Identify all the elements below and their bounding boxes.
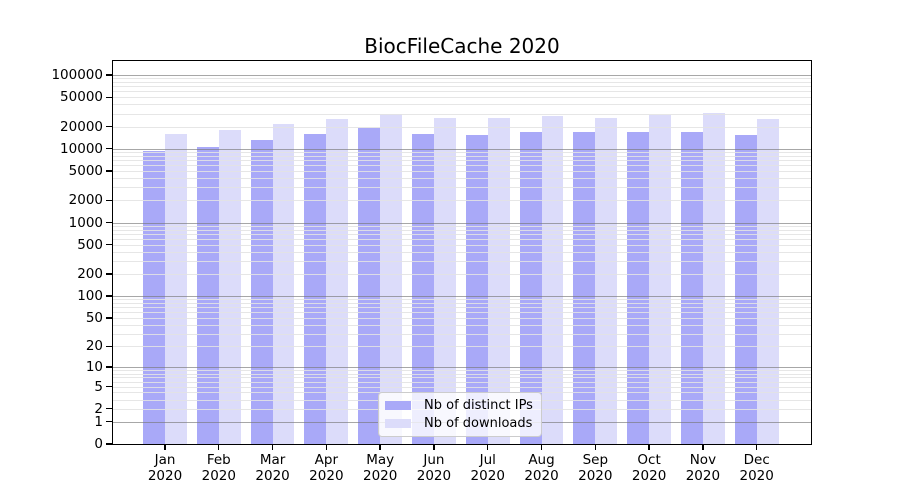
x-tick-jun xyxy=(433,445,435,450)
x-tick-label-jan: Jan 2020 xyxy=(147,452,183,484)
y-tick-label-0: 0 xyxy=(94,436,103,452)
x-tick-label-feb: Feb 2020 xyxy=(201,452,236,484)
legend-entry-distinct-ips: Nb of distinct IPs xyxy=(385,398,534,413)
y-tick-5000 xyxy=(106,170,112,172)
x-tick-sep xyxy=(594,445,596,450)
bar-apr-distinct-ips xyxy=(304,134,327,444)
bar-mar-distinct-ips xyxy=(250,139,273,444)
y-tick-0 xyxy=(106,443,112,445)
y-tick-20 xyxy=(106,345,112,348)
gridline-40000 xyxy=(112,104,812,106)
x-tick-label-jul: Jul 2020 xyxy=(470,452,505,484)
legend-entry-downloads: Nb of downloads xyxy=(385,416,534,431)
legend-label-distinct-ips: Nb of distinct IPs xyxy=(424,398,533,414)
x-tick-label-jun: Jun 2020 xyxy=(416,452,452,484)
y-tick-label-200: 200 xyxy=(77,266,103,283)
legend-label-downloads: Nb of downloads xyxy=(424,415,533,431)
x-tick-nov xyxy=(702,445,704,450)
x-tick-aug xyxy=(540,445,543,450)
bar-sep-downloads xyxy=(595,118,618,444)
x-tick-label-sep: Sep 2020 xyxy=(578,452,613,484)
gridline-100000 xyxy=(112,74,812,76)
bar-mar-downloads xyxy=(272,124,295,444)
y-tick-2000 xyxy=(106,199,112,202)
y-tick-label-20: 20 xyxy=(85,338,103,355)
gridline-90000 xyxy=(112,78,812,80)
bar-jun-downloads xyxy=(433,118,456,444)
x-tick-jul xyxy=(487,445,489,450)
y-tick-label-100000: 100000 xyxy=(51,66,103,83)
y-tick-1000 xyxy=(106,221,112,224)
x-tick-oct xyxy=(648,445,650,450)
x-tick-label-may: May 2020 xyxy=(362,452,398,484)
bar-apr-downloads xyxy=(326,118,349,444)
y-tick-50000 xyxy=(106,96,112,98)
bar-dec-distinct-ips xyxy=(734,134,757,444)
y-tick-label-10: 10 xyxy=(85,359,103,376)
bar-jan-downloads xyxy=(165,133,187,444)
bar-nov-distinct-ips xyxy=(681,131,703,444)
legend: Nb of distinct IPs Nb of downloads xyxy=(378,392,542,437)
y-tick-20000 xyxy=(106,125,112,128)
y-tick-50 xyxy=(106,317,112,319)
y-tick-100 xyxy=(106,295,112,297)
bar-jan-distinct-ips xyxy=(143,150,165,444)
y-tick-1 xyxy=(106,421,112,423)
bar-feb-distinct-ips xyxy=(196,146,219,444)
gridline-50000 xyxy=(112,97,812,99)
x-tick-mar xyxy=(271,445,274,450)
y-tick-5 xyxy=(106,385,112,388)
y-tick-500 xyxy=(106,244,112,246)
y-tick-label-2: 2 xyxy=(94,400,103,417)
y-tick-label-2000: 2000 xyxy=(68,192,103,209)
y-tick-label-50: 50 xyxy=(85,309,103,326)
x-tick-label-oct: Oct 2020 xyxy=(631,452,667,484)
bar-dec-downloads xyxy=(756,119,779,444)
bar-oct-downloads xyxy=(649,114,671,444)
bar-aug-distinct-ips xyxy=(519,131,542,444)
y-tick-label-5000: 5000 xyxy=(68,163,103,179)
x-tick-label-mar: Mar 2020 xyxy=(255,452,290,484)
y-tick-label-1000: 1000 xyxy=(68,214,103,231)
x-tick-label-aug: Aug 2020 xyxy=(524,452,559,484)
bar-may-downloads xyxy=(380,114,403,444)
gridline-80000 xyxy=(112,82,812,84)
bar-oct-distinct-ips xyxy=(627,131,650,444)
x-tick-feb xyxy=(218,445,220,450)
bar-sep-distinct-ips xyxy=(573,132,596,444)
bar-nov-downloads xyxy=(702,113,725,444)
bar-may-distinct-ips xyxy=(358,128,381,444)
chart-title: BiocFileCache 2020 xyxy=(364,34,560,58)
legend-swatch-distinct-ips xyxy=(385,401,411,411)
x-tick-may xyxy=(379,445,381,450)
legend-swatch-downloads xyxy=(385,418,411,428)
y-tick-200 xyxy=(106,273,112,275)
x-tick-label-apr: Apr 2020 xyxy=(309,452,344,484)
x-tick-label-nov: Nov 2020 xyxy=(685,452,721,484)
y-tick-label-20000: 20000 xyxy=(60,118,103,135)
y-tick-label-500: 500 xyxy=(77,236,103,253)
x-tick-label-dec: Dec 2020 xyxy=(739,452,774,484)
x-tick-jan xyxy=(164,445,166,450)
bar-jul-downloads xyxy=(487,117,510,444)
y-tick-label-1: 1 xyxy=(94,413,103,430)
x-tick-apr xyxy=(325,445,328,450)
y-tick-10000 xyxy=(106,148,112,150)
bar-aug-downloads xyxy=(541,116,564,444)
gridline-70000 xyxy=(112,86,812,88)
bar-feb-downloads xyxy=(218,129,241,444)
y-tick-label-10000: 10000 xyxy=(60,140,103,157)
y-tick-2 xyxy=(106,408,112,410)
y-tick-label-100: 100 xyxy=(77,288,103,305)
bar-jun-distinct-ips xyxy=(412,134,434,444)
y-tick-label-5: 5 xyxy=(94,378,103,395)
bar-jul-distinct-ips xyxy=(465,134,488,444)
y-tick-label-50000: 50000 xyxy=(60,89,103,106)
x-tick-dec xyxy=(755,445,758,450)
gridline-60000 xyxy=(112,91,812,93)
y-tick-10 xyxy=(106,366,112,368)
y-tick-100000 xyxy=(106,74,112,76)
